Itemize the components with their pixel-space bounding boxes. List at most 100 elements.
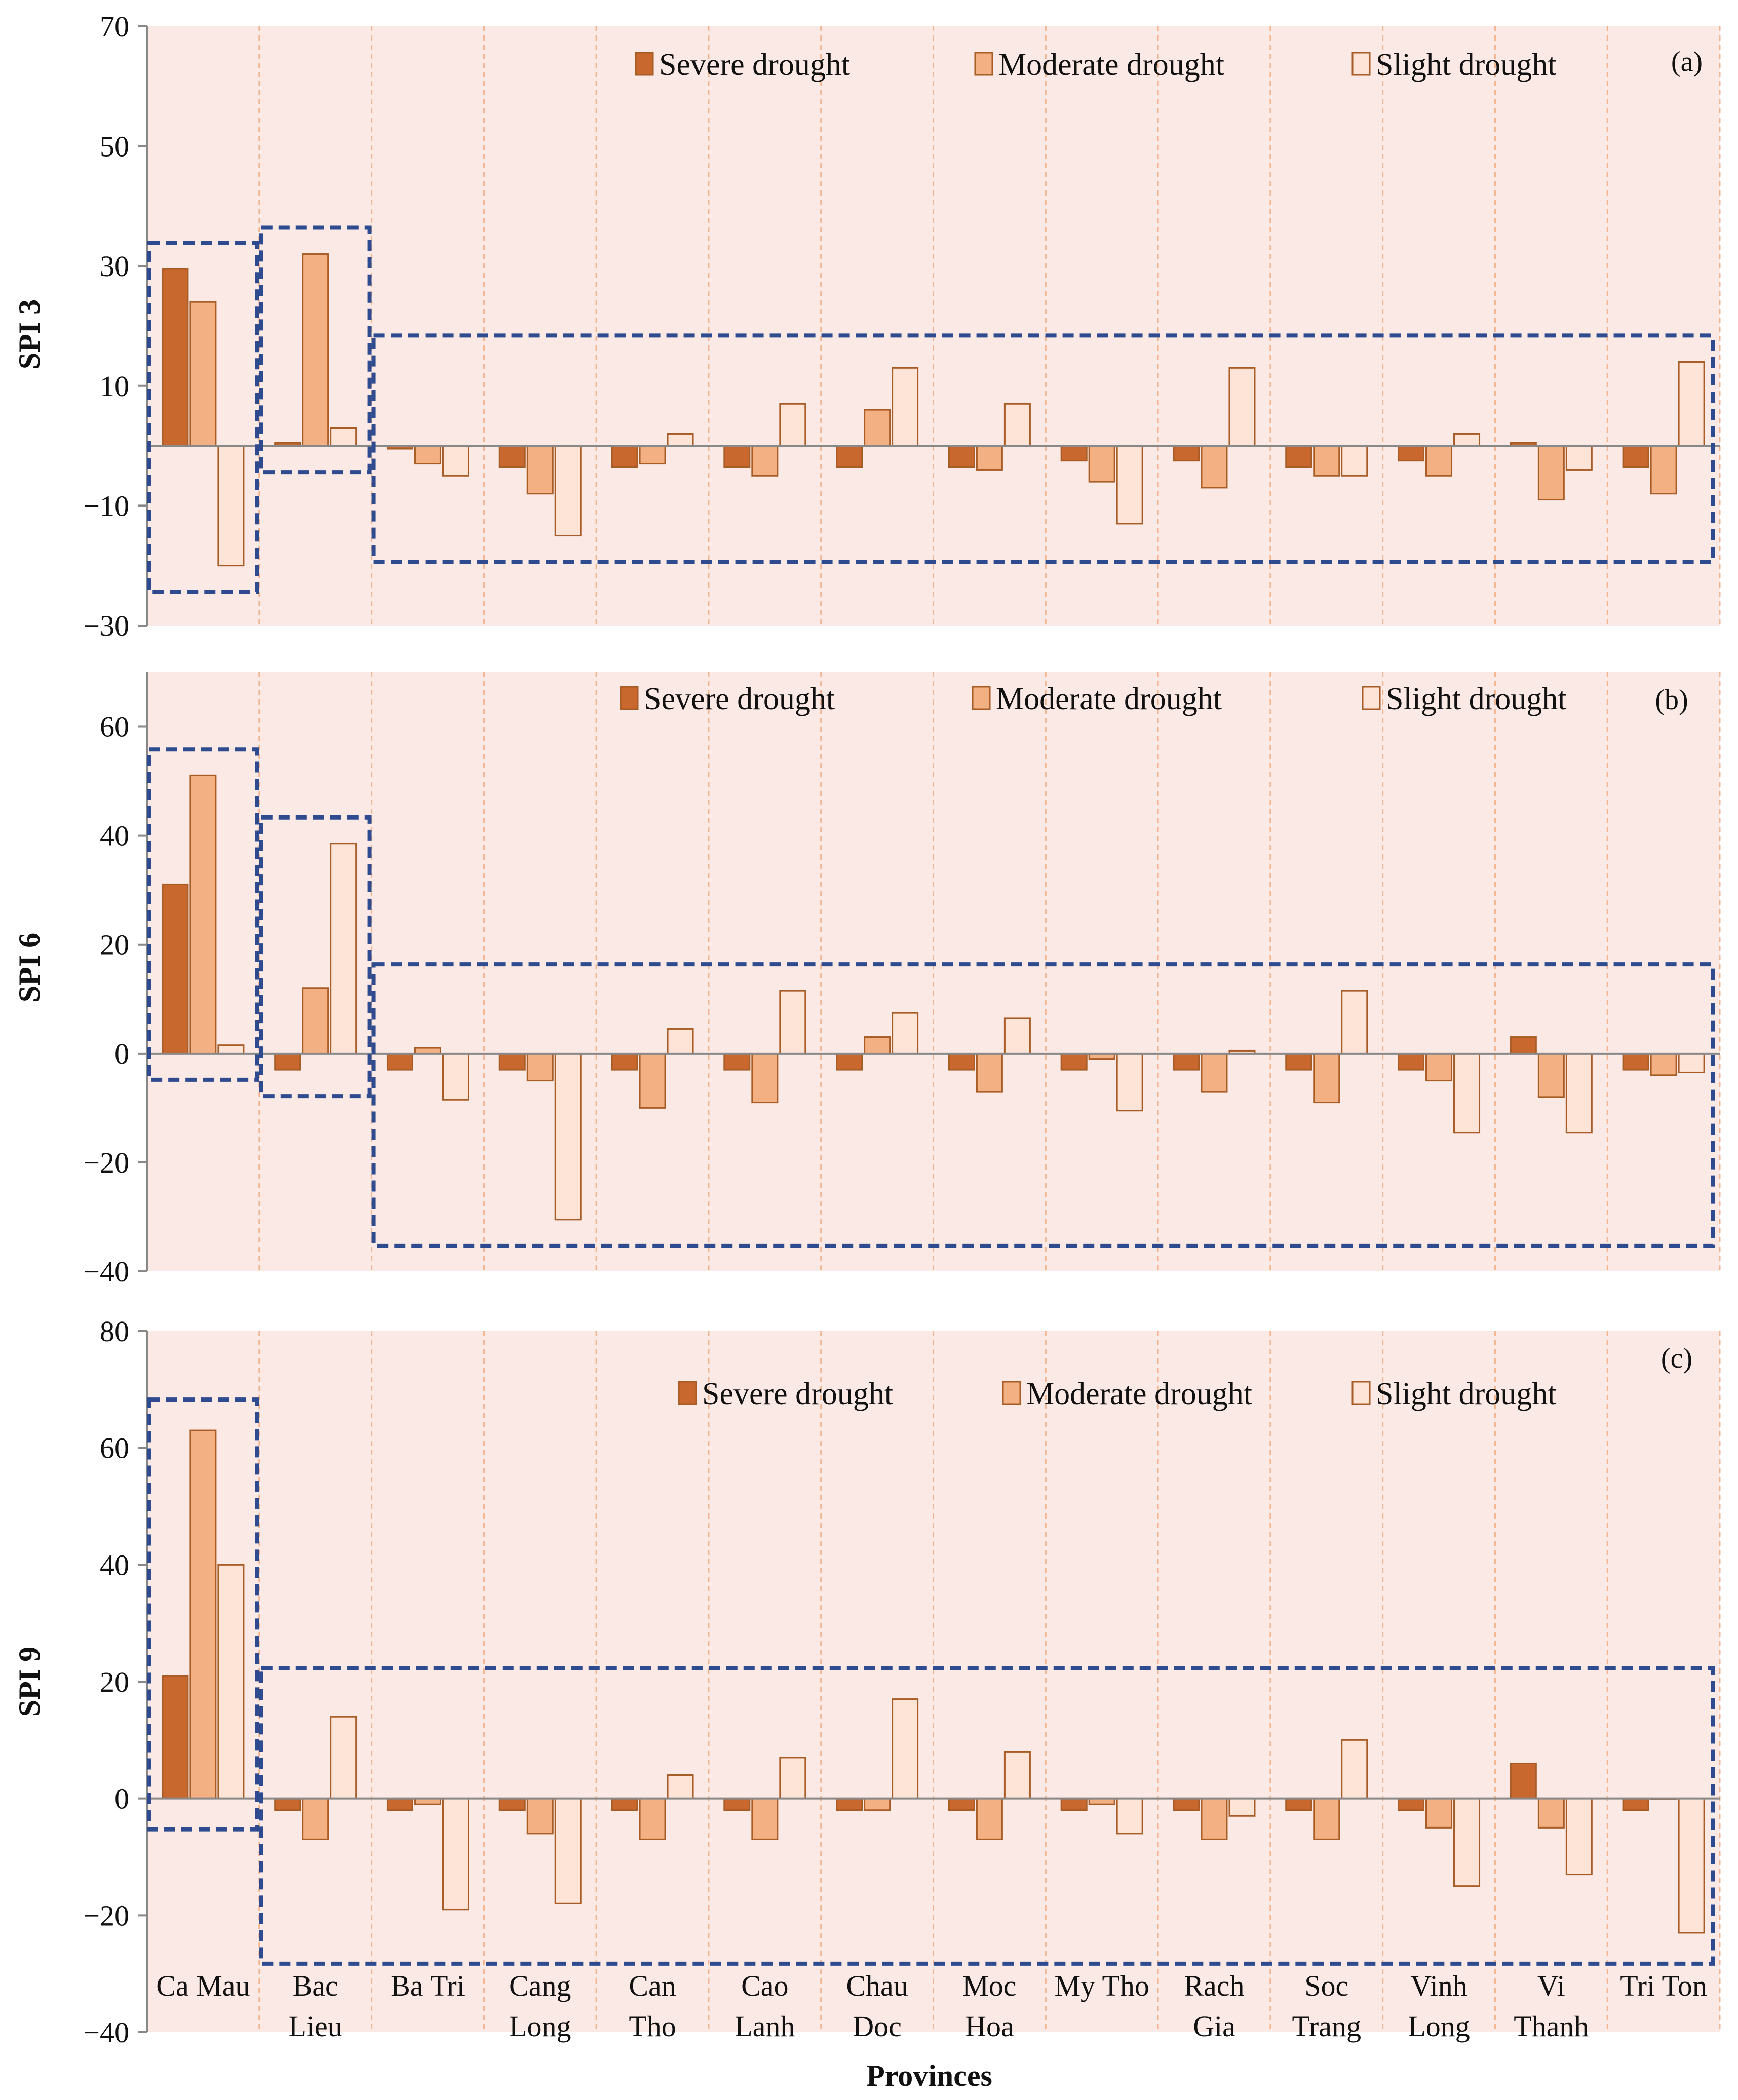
highlight-box bbox=[259, 225, 372, 475]
bar-severe-can-tho bbox=[611, 445, 638, 468]
bar-moderate-rach-gia bbox=[1201, 1798, 1228, 1840]
x-axis-title: Provinces bbox=[866, 2059, 992, 2092]
y-tick-label: 0 bbox=[114, 1037, 129, 1070]
plot-area bbox=[147, 26, 1720, 626]
bar-moderate-rach-gia bbox=[1201, 445, 1228, 489]
bar-severe-cao-lanh bbox=[723, 1798, 751, 1811]
bar-slight-moc-hoa bbox=[1003, 1751, 1031, 1800]
x-tick-label: Rach bbox=[1184, 1969, 1244, 2002]
legend-label-severe: Severe drought bbox=[702, 1377, 893, 1411]
bar-slight-moc-hoa bbox=[1003, 403, 1031, 447]
legend-swatch-severe bbox=[678, 1381, 697, 1405]
bar-severe-cang-long bbox=[498, 1053, 526, 1071]
bar-severe-soc-trang bbox=[1285, 1798, 1312, 1811]
y-axis-title: SPI 6 bbox=[13, 932, 46, 1002]
bar-moderate-ba-tri bbox=[414, 445, 441, 465]
bar-severe-soc-trang bbox=[1285, 1053, 1312, 1071]
bar-severe-my-tho bbox=[1060, 1053, 1088, 1071]
bar-moderate-soc-trang bbox=[1313, 445, 1340, 477]
bar-slight-cang-long bbox=[554, 445, 582, 537]
bar-slight-moc-hoa bbox=[1003, 1017, 1031, 1055]
highlight-box bbox=[371, 962, 1715, 1248]
bar-moderate-bac-lieu bbox=[302, 253, 329, 447]
x-tick-label: Hoa bbox=[965, 2010, 1014, 2043]
bar-severe-my-tho bbox=[1060, 1798, 1088, 1811]
highlight-box bbox=[147, 1397, 259, 1832]
y-tick-label: −40 bbox=[83, 2016, 129, 2049]
bar-moderate-cang-long bbox=[526, 445, 554, 495]
x-tick-label: Cang bbox=[509, 1969, 571, 2002]
bar-slight-vi-thanh bbox=[1565, 1798, 1593, 1876]
bar-moderate-chau-doc bbox=[864, 1036, 891, 1055]
y-tick-label: 70 bbox=[100, 10, 129, 43]
y-tick-label: −10 bbox=[83, 489, 129, 522]
bar-slight-cang-long bbox=[554, 1798, 582, 1904]
legend-label-slight: Slight drought bbox=[1376, 1377, 1557, 1411]
legend-label-slight: Slight drought bbox=[1386, 682, 1567, 716]
bar-severe-moc-hoa bbox=[948, 1053, 975, 1071]
bar-severe-vi-thanh bbox=[1510, 1762, 1537, 1800]
bar-severe-cang-long bbox=[498, 445, 526, 468]
bar-moderate-cao-lanh bbox=[751, 445, 779, 477]
bar-moderate-moc-hoa bbox=[976, 1053, 1003, 1093]
y-tick-label: 40 bbox=[100, 820, 129, 852]
bar-moderate-vi-thanh bbox=[1537, 1053, 1565, 1098]
y-tick-label: −20 bbox=[83, 1899, 129, 1932]
legend-label-severe: Severe drought bbox=[659, 48, 850, 82]
bar-slight-my-tho bbox=[1116, 1053, 1143, 1112]
legend-swatch-moderate bbox=[972, 686, 991, 710]
x-tick-label: Lieu bbox=[289, 2010, 342, 2043]
bar-severe-chau-doc bbox=[836, 1053, 863, 1071]
bar-slight-bac-lieu bbox=[330, 1716, 357, 1800]
panel-label: (b) bbox=[1655, 684, 1688, 716]
x-tick-label: Trang bbox=[1292, 2010, 1361, 2043]
bar-moderate-rach-gia bbox=[1201, 1053, 1228, 1093]
bar-moderate-cang-long bbox=[526, 1798, 554, 1835]
bar-severe-ca-mau bbox=[162, 1675, 189, 1800]
bar-slight-chau-doc bbox=[892, 1012, 919, 1055]
highlight-box bbox=[259, 815, 372, 1099]
legend-swatch-severe bbox=[635, 52, 654, 76]
bar-moderate-vi-thanh bbox=[1537, 445, 1565, 501]
bar-severe-my-tho bbox=[1060, 445, 1088, 462]
bar-slight-soc-trang bbox=[1341, 445, 1368, 477]
bar-moderate-can-tho bbox=[639, 1053, 666, 1109]
y-axis-title: SPI 3 bbox=[13, 299, 46, 369]
y-tick-label: 40 bbox=[100, 1548, 129, 1581]
bar-severe-vinh-long bbox=[1398, 445, 1425, 462]
bar-severe-ca-mau bbox=[162, 883, 189, 1055]
bar-slight-cang-long bbox=[554, 1053, 582, 1221]
bar-severe-tri-ton bbox=[1622, 1053, 1649, 1071]
x-tick-label: Ca Mau bbox=[156, 1969, 250, 2002]
chart-panel-3: −40 −20 0 20 40 60 80 SPI 9 Severe drought Modera… bbox=[13, 1315, 1721, 2049]
bar-severe-moc-hoa bbox=[948, 1798, 975, 1811]
panel-label: (a) bbox=[1671, 46, 1703, 77]
legend-label-moderate: Moderate drought bbox=[996, 682, 1222, 716]
bar-severe-rach-gia bbox=[1173, 445, 1200, 462]
bar-slight-soc-trang bbox=[1341, 990, 1368, 1055]
x-tick-label: Cao bbox=[741, 1969, 788, 2002]
bar-slight-can-tho bbox=[667, 1774, 694, 1800]
bar-slight-vinh-long bbox=[1453, 433, 1481, 447]
y-tick-label: −20 bbox=[83, 1146, 129, 1179]
bar-slight-bac-lieu bbox=[330, 843, 357, 1055]
bar-slight-vinh-long bbox=[1453, 1798, 1481, 1887]
bar-slight-soc-trang bbox=[1341, 1739, 1368, 1800]
bar-severe-vinh-long bbox=[1398, 1798, 1425, 1811]
bar-slight-cao-lanh bbox=[779, 403, 806, 447]
x-axis-labels: Ca Mau Bac Lieu Ba Tri Cang Long Can Tho Cao Lanh… bbox=[156, 1969, 1707, 2043]
panel-label: (c) bbox=[1661, 1343, 1692, 1374]
bar-moderate-chau-doc bbox=[864, 1798, 891, 1811]
bar-severe-chau-doc bbox=[836, 1798, 863, 1811]
legend-swatch-severe bbox=[620, 686, 639, 710]
bar-slight-tri-ton bbox=[1678, 361, 1705, 447]
bar-moderate-vinh-long bbox=[1425, 1053, 1453, 1082]
bar-moderate-ca-mau bbox=[189, 301, 217, 447]
bar-slight-rach-gia bbox=[1228, 367, 1256, 447]
x-tick-label: Long bbox=[509, 2010, 571, 2043]
bar-slight-chau-doc bbox=[892, 367, 919, 447]
x-tick-label: Soc bbox=[1304, 1969, 1348, 2002]
bar-severe-bac-lieu bbox=[274, 1053, 301, 1071]
bar-moderate-soc-trang bbox=[1313, 1798, 1340, 1840]
